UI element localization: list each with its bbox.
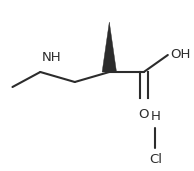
Text: Cl: Cl [149,153,162,166]
Polygon shape [102,22,117,72]
Text: O: O [139,108,149,121]
Text: OH: OH [171,49,191,62]
Text: H: H [150,110,160,123]
Text: NH: NH [42,51,62,64]
